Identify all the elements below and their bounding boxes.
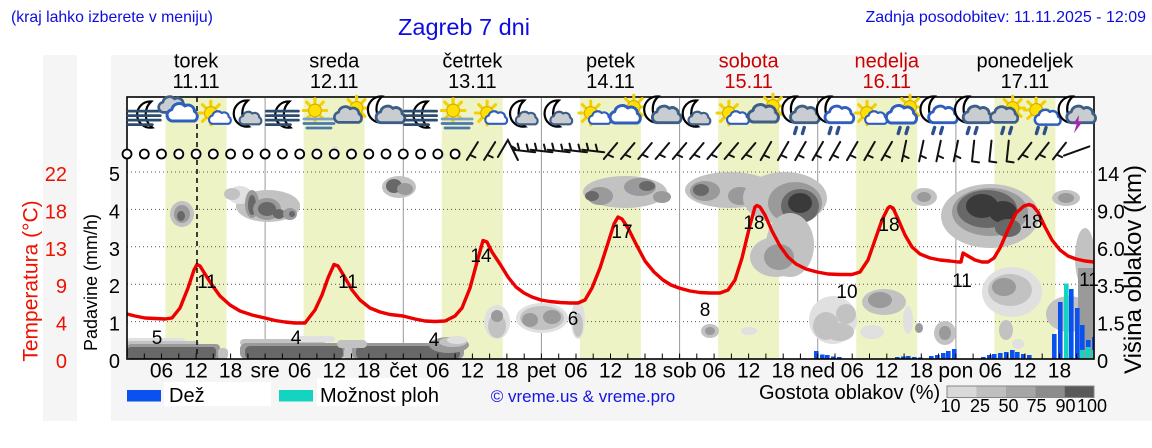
svg-text:50: 50 xyxy=(998,396,1018,416)
svg-text:25: 25 xyxy=(970,396,990,416)
svg-text:sre: sre xyxy=(251,360,280,383)
svg-text:6: 6 xyxy=(568,309,579,330)
svg-text:čet: čet xyxy=(389,360,417,383)
svg-text:06: 06 xyxy=(426,360,449,383)
svg-text:13.11: 13.11 xyxy=(448,71,497,93)
svg-text:9: 9 xyxy=(56,276,67,298)
svg-text:Padavine (mm/h): Padavine (mm/h) xyxy=(81,214,101,351)
svg-text:18: 18 xyxy=(743,213,764,234)
svg-text:12: 12 xyxy=(1013,360,1036,383)
svg-text:3.5: 3.5 xyxy=(1097,276,1125,298)
svg-text:0: 0 xyxy=(56,351,67,373)
svg-text:nedelja: nedelja xyxy=(855,51,920,73)
svg-text:3: 3 xyxy=(109,239,120,261)
svg-text:06: 06 xyxy=(841,360,864,383)
svg-text:18: 18 xyxy=(357,360,380,383)
svg-text:sreda: sreda xyxy=(309,51,360,73)
svg-text:14: 14 xyxy=(470,246,492,267)
svg-text:Zadnja posodobitev: 11.11.2025: Zadnja posodobitev: 11.11.2025 - 12:09 xyxy=(865,9,1146,26)
svg-text:06: 06 xyxy=(564,360,587,383)
svg-text:17.11: 17.11 xyxy=(1001,71,1050,93)
svg-text:0: 0 xyxy=(1097,351,1108,373)
svg-text:Dež: Dež xyxy=(169,385,205,407)
svg-text:5: 5 xyxy=(109,164,120,186)
svg-text:11: 11 xyxy=(197,272,217,293)
svg-text:sob: sob xyxy=(663,360,697,383)
svg-text:9.0: 9.0 xyxy=(1097,201,1125,223)
svg-text:06: 06 xyxy=(288,360,311,383)
svg-text:četrtek: četrtek xyxy=(442,51,503,73)
svg-text:11: 11 xyxy=(1079,270,1099,291)
svg-text:8: 8 xyxy=(700,300,711,321)
svg-text:4: 4 xyxy=(56,314,67,336)
svg-text:14.11: 14.11 xyxy=(586,71,635,93)
svg-text:6.0: 6.0 xyxy=(1097,239,1125,261)
svg-text:18: 18 xyxy=(771,360,794,383)
svg-text:12.11: 12.11 xyxy=(310,71,359,93)
svg-text:1.5: 1.5 xyxy=(1097,314,1125,336)
svg-text:75: 75 xyxy=(1026,396,1046,416)
svg-text:12: 12 xyxy=(737,360,760,383)
svg-text:petek: petek xyxy=(586,51,636,73)
svg-text:06: 06 xyxy=(702,360,725,383)
svg-text:18: 18 xyxy=(45,201,67,223)
svg-text:15.11: 15.11 xyxy=(724,71,773,93)
svg-text:5: 5 xyxy=(152,328,163,349)
svg-text:12: 12 xyxy=(875,360,898,383)
svg-text:0: 0 xyxy=(109,351,120,373)
svg-text:pon: pon xyxy=(938,360,973,383)
svg-text:Temperatura (°C): Temperatura (°C) xyxy=(20,200,43,361)
svg-text:1: 1 xyxy=(109,314,120,336)
svg-text:11: 11 xyxy=(338,272,358,293)
svg-text:4: 4 xyxy=(109,201,120,223)
svg-text:© vreme.us & vreme.pro: © vreme.us & vreme.pro xyxy=(491,387,675,406)
svg-text:18: 18 xyxy=(878,215,899,236)
svg-text:06: 06 xyxy=(979,360,1002,383)
svg-text:12: 12 xyxy=(461,360,484,383)
svg-text:16.11: 16.11 xyxy=(862,71,911,93)
svg-text:18: 18 xyxy=(1048,360,1071,383)
svg-text:13: 13 xyxy=(45,239,67,261)
svg-text:06: 06 xyxy=(150,360,173,383)
svg-text:(kraj lahko izberete v meniju): (kraj lahko izberete v meniju) xyxy=(11,9,213,26)
svg-text:17: 17 xyxy=(611,222,632,243)
svg-text:pet: pet xyxy=(527,360,556,383)
svg-text:4: 4 xyxy=(429,330,440,351)
svg-text:22: 22 xyxy=(45,164,67,186)
svg-text:ponedeljek: ponedeljek xyxy=(977,51,1075,73)
svg-text:12: 12 xyxy=(184,360,207,383)
svg-text:Gostota oblakov (%): Gostota oblakov (%) xyxy=(759,382,940,404)
svg-text:10: 10 xyxy=(940,396,960,416)
svg-text:18: 18 xyxy=(633,360,656,383)
svg-text:torek: torek xyxy=(174,51,219,73)
svg-text:sobota: sobota xyxy=(719,51,780,73)
svg-text:Zagreb 7 dni: Zagreb 7 dni xyxy=(398,14,530,40)
svg-text:14: 14 xyxy=(1097,164,1119,186)
svg-text:18: 18 xyxy=(219,360,242,383)
svg-text:Višina oblakov (km): Višina oblakov (km) xyxy=(1120,165,1147,374)
svg-text:11.11: 11.11 xyxy=(173,71,220,93)
svg-text:18: 18 xyxy=(910,360,933,383)
svg-text:18: 18 xyxy=(1021,212,1042,233)
svg-text:12: 12 xyxy=(323,360,346,383)
svg-text:Možnost ploh: Možnost ploh xyxy=(320,385,439,407)
svg-text:100: 100 xyxy=(1077,396,1107,416)
svg-text:12: 12 xyxy=(599,360,622,383)
svg-text:4: 4 xyxy=(291,328,302,349)
svg-text:ned: ned xyxy=(800,360,835,383)
svg-text:18: 18 xyxy=(495,360,518,383)
svg-text:10: 10 xyxy=(836,282,857,303)
svg-text:11: 11 xyxy=(952,271,972,292)
svg-text:2: 2 xyxy=(109,276,120,298)
svg-text:90: 90 xyxy=(1055,396,1075,416)
